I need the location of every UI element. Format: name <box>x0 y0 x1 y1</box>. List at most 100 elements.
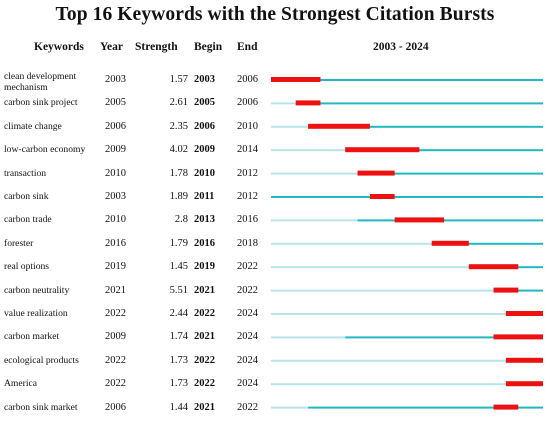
active-segment <box>357 219 543 222</box>
burst-bar <box>468 264 519 270</box>
active-segment <box>308 406 543 409</box>
inactive-segment <box>271 172 358 175</box>
chart-title: Top 16 Keywords with the Strongest Citat… <box>55 4 495 25</box>
inactive-segment <box>271 313 506 315</box>
year-label: 2010 <box>105 214 126 226</box>
burst-bar <box>505 311 543 316</box>
header-keywords: Keywords <box>34 41 84 53</box>
end-label: 2022 <box>237 284 258 296</box>
active-segment <box>357 172 543 175</box>
burst-bar <box>295 100 321 106</box>
burst-bar <box>493 334 543 340</box>
end-label: 2010 <box>237 120 258 132</box>
begin-label: 2022 <box>194 308 215 319</box>
keyword-label: carbon sink <box>4 191 49 202</box>
keyword-label: climate change <box>4 120 62 132</box>
year-label: 2010 <box>105 167 126 179</box>
strength-label: 1.89 <box>169 191 188 202</box>
year-label: 2021 <box>105 284 126 296</box>
begin-label: 2009 <box>194 144 215 156</box>
strength-label: 1.44 <box>169 401 188 413</box>
end-label: 2024 <box>237 308 258 319</box>
keyword-label: carbon market <box>4 331 60 343</box>
begin-label: 2011 <box>194 191 215 202</box>
year-label: 2019 <box>105 261 126 273</box>
header-begin: Begin <box>194 41 223 53</box>
end-label: 2012 <box>237 191 258 202</box>
active-segment <box>271 79 543 81</box>
burst-bar <box>394 217 445 223</box>
burst-bar <box>357 170 395 176</box>
begin-label: 2013 <box>194 214 215 226</box>
active-segment <box>295 102 543 105</box>
keyword-label: carbon sink market <box>4 401 78 413</box>
end-label: 2012 <box>237 167 258 179</box>
year-label: 2022 <box>105 354 126 366</box>
end-label: 2006 <box>237 97 258 109</box>
strength-label: 1.78 <box>169 167 188 179</box>
begin-label: 2022 <box>194 354 215 366</box>
strength-label: 2.61 <box>169 97 188 109</box>
year-label: 2005 <box>105 97 126 109</box>
inactive-segment <box>271 102 296 105</box>
active-segment <box>431 242 543 245</box>
strength-label: 2.8 <box>174 214 188 226</box>
keyword-label: real options <box>4 261 50 273</box>
strength-label: 1.73 <box>169 378 188 390</box>
year-label: 2022 <box>105 308 126 319</box>
burst-bar <box>493 404 519 410</box>
keyword-label: clean development mechanism <box>4 71 77 93</box>
burst-bar <box>308 123 370 129</box>
burst-bar <box>505 357 543 363</box>
year-label: 2006 <box>105 120 126 132</box>
begin-label: 2010 <box>194 167 215 179</box>
keyword-label: ecological products <box>4 354 79 366</box>
begin-label: 2005 <box>194 97 215 109</box>
header-strength: Strength <box>135 41 178 53</box>
inactive-segment <box>271 336 346 339</box>
strength-label: 1.79 <box>169 237 188 249</box>
strength-label: 1.73 <box>169 354 188 366</box>
year-label: 2009 <box>105 331 126 343</box>
inactive-segment <box>271 406 309 409</box>
header-year: Year <box>100 41 123 53</box>
begin-label: 2021 <box>194 284 215 296</box>
end-label: 2022 <box>237 401 258 413</box>
end-label: 2016 <box>237 214 258 226</box>
active-segment <box>308 125 543 128</box>
keyword-label: value realization <box>4 308 68 319</box>
inactive-segment <box>271 149 346 152</box>
begin-label: 2021 <box>194 331 215 343</box>
keyword-label: transaction <box>4 167 47 179</box>
inactive-segment <box>271 219 358 222</box>
end-label: 2022 <box>237 261 258 273</box>
header-end: End <box>237 41 258 53</box>
end-label: 2024 <box>237 354 258 366</box>
inactive-segment <box>271 383 506 386</box>
begin-label: 2021 <box>194 401 215 413</box>
begin-label: 2022 <box>194 378 215 390</box>
begin-label: 2019 <box>194 261 215 273</box>
strength-label: 1.45 <box>169 261 188 273</box>
year-label: 2009 <box>105 144 126 156</box>
keyword-label: carbon neutrality <box>4 284 70 296</box>
keyword-label: carbon sink project <box>4 97 78 109</box>
year-label: 2003 <box>105 74 126 85</box>
keyword-label: forester <box>4 237 34 249</box>
strength-label: 5.51 <box>169 284 188 296</box>
burst-bar <box>345 147 420 153</box>
strength-label: 4.02 <box>169 144 188 156</box>
strength-label: 2.35 <box>169 120 188 132</box>
strength-label: 2.44 <box>169 308 188 319</box>
strength-label: 1.74 <box>169 331 188 343</box>
active-segment <box>271 196 543 198</box>
header-range: 2003 - 2024 <box>373 41 429 53</box>
strength-label: 1.57 <box>169 74 188 85</box>
end-label: 2024 <box>237 378 258 390</box>
year-label: 2006 <box>105 401 126 413</box>
burst-bar <box>493 287 519 293</box>
inactive-segment <box>271 289 494 292</box>
keyword-label: low-carbon economy <box>4 144 86 156</box>
burst-bar <box>271 77 321 82</box>
